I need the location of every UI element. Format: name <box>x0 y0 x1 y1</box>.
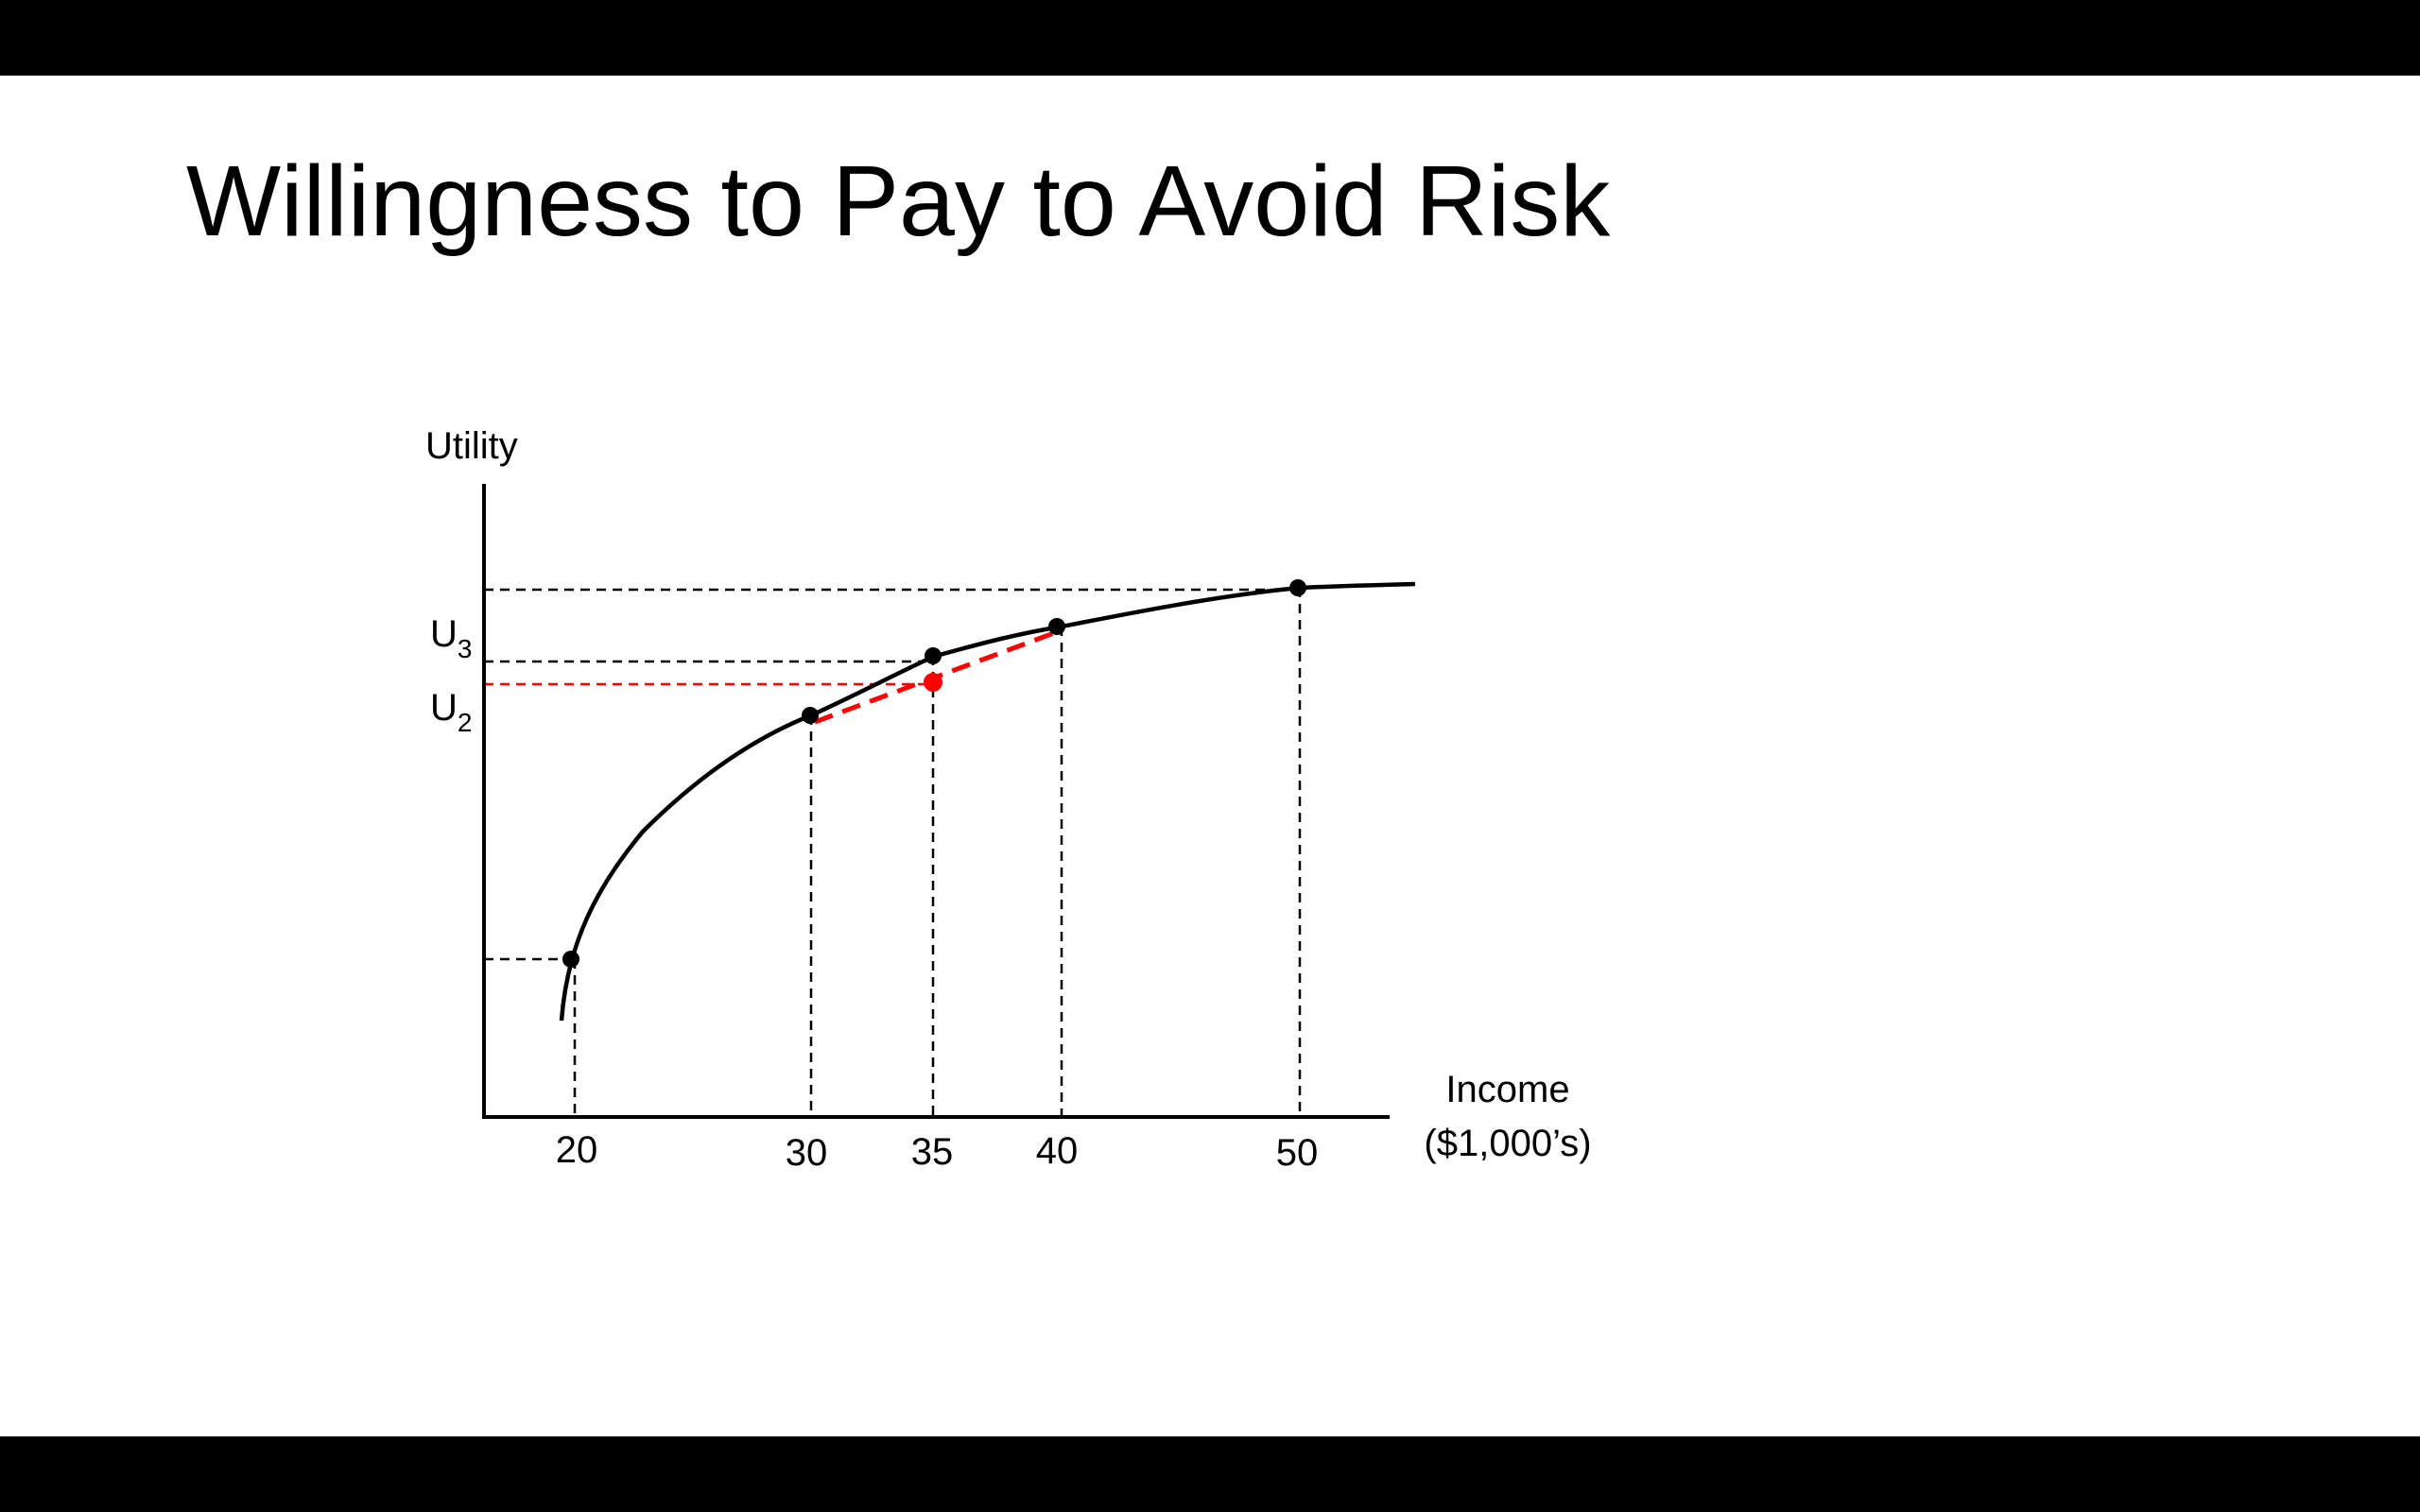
x-tick-20: 20 <box>556 1129 598 1171</box>
point-income-30 <box>802 707 819 724</box>
x-tick-50: 50 <box>1276 1132 1319 1174</box>
point-income-50 <box>1289 579 1306 596</box>
slide-title: Willingness to Pay to Avoid Risk <box>186 146 1611 257</box>
utility-curve <box>559 581 1416 1022</box>
x-tick-40: 40 <box>1036 1130 1079 1172</box>
slide <box>0 76 2420 1436</box>
point-income-20 <box>562 951 579 968</box>
expected-utility-point <box>924 673 942 692</box>
point-income-40 <box>1048 618 1065 635</box>
u2-label: U2 <box>430 687 472 737</box>
x-axis-label-line2: ($1,000’s) <box>1424 1123 1591 1164</box>
x-axis-label-line1: Income <box>1445 1069 1569 1110</box>
x-tick-35: 35 <box>911 1131 954 1173</box>
y-axis-label: Utility <box>425 425 518 467</box>
point-income-35 <box>925 647 942 664</box>
u3-label: U3 <box>430 613 472 663</box>
x-tick-30: 30 <box>786 1132 828 1174</box>
